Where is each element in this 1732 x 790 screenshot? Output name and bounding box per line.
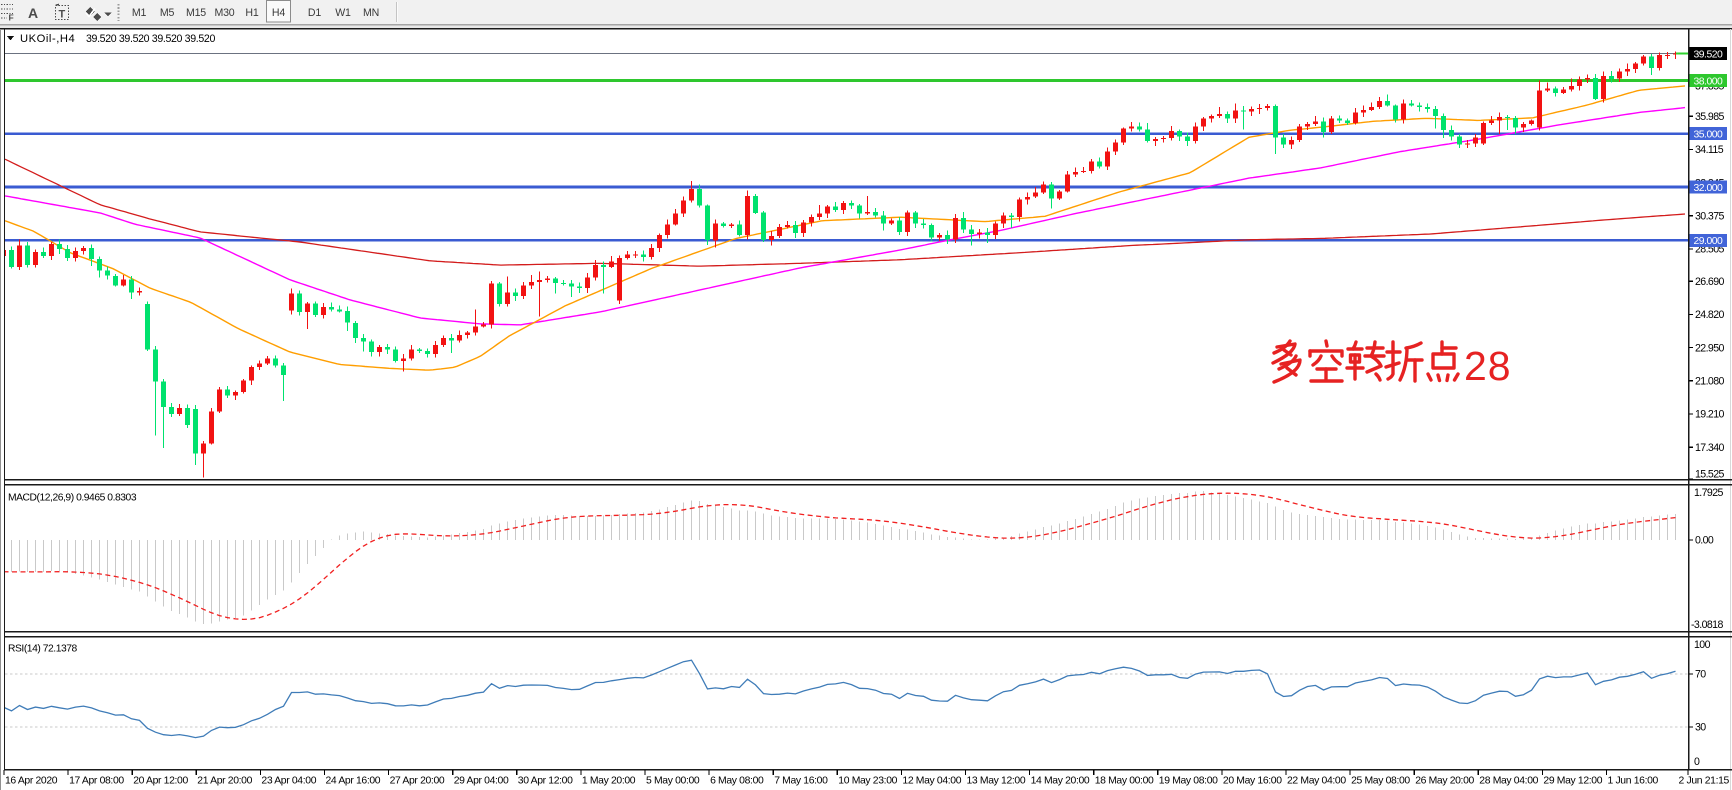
svg-text:100: 100 [1694, 639, 1711, 651]
svg-text:6 May 08:00: 6 May 08:00 [710, 776, 764, 787]
svg-text:M15: M15 [186, 7, 206, 19]
svg-text:15.525: 15.525 [1695, 469, 1725, 481]
svg-text:12 May 04:00: 12 May 04:00 [902, 776, 961, 787]
svg-text:RSI(14) 72.1378: RSI(14) 72.1378 [8, 644, 78, 655]
svg-text:38.000: 38.000 [1694, 76, 1724, 87]
svg-text:29 Apr 04:00: 29 Apr 04:00 [454, 776, 509, 787]
svg-text:30.375: 30.375 [1695, 211, 1725, 223]
svg-text:16 Apr 2020: 16 Apr 2020 [5, 776, 58, 787]
svg-text:27 Apr 20:00: 27 Apr 20:00 [390, 776, 445, 787]
svg-text:-3.0818: -3.0818 [1691, 619, 1723, 631]
svg-text:0.00: 0.00 [1695, 535, 1714, 547]
svg-text:20 May 16:00: 20 May 16:00 [1223, 776, 1282, 787]
svg-text:MN: MN [363, 7, 379, 19]
svg-text:39.520 39.520 39.520 39.520: 39.520 39.520 39.520 39.520 [86, 33, 215, 45]
svg-text:UKOil-,H4: UKOil-,H4 [20, 33, 75, 45]
svg-text:M30: M30 [214, 7, 234, 19]
svg-text:35.985: 35.985 [1695, 111, 1725, 123]
svg-text:D1: D1 [308, 7, 321, 19]
svg-text:7 May 16:00: 7 May 16:00 [774, 776, 828, 787]
svg-text:30: 30 [1695, 722, 1706, 734]
svg-text:A: A [28, 5, 38, 21]
svg-text:39.520: 39.520 [1694, 49, 1724, 60]
svg-text:1 May 20:00: 1 May 20:00 [582, 776, 636, 787]
svg-text:T: T [59, 9, 66, 21]
svg-text:26.690: 26.690 [1695, 276, 1725, 288]
svg-text:22.950: 22.950 [1695, 342, 1725, 354]
svg-text:17 Apr 08:00: 17 Apr 08:00 [69, 776, 124, 787]
svg-text:30 Apr 12:00: 30 Apr 12:00 [518, 776, 573, 787]
svg-text:M5: M5 [160, 7, 175, 19]
svg-text:29.000: 29.000 [1694, 236, 1724, 247]
svg-text:14 May 20:00: 14 May 20:00 [1031, 776, 1090, 787]
svg-text:34.115: 34.115 [1695, 144, 1724, 156]
svg-text:32.000: 32.000 [1694, 183, 1724, 194]
svg-text:24.820: 24.820 [1695, 309, 1725, 321]
svg-text:26 May 20:00: 26 May 20:00 [1415, 776, 1474, 787]
svg-text:0: 0 [1694, 756, 1700, 768]
svg-text:25 May 08:00: 25 May 08:00 [1351, 776, 1410, 787]
svg-text:19 May 08:00: 19 May 08:00 [1159, 776, 1218, 787]
svg-text:5 May 00:00: 5 May 00:00 [646, 776, 700, 787]
svg-text:H1: H1 [245, 7, 258, 19]
svg-text:29 May 12:00: 29 May 12:00 [1543, 776, 1602, 787]
svg-text:70: 70 [1695, 669, 1706, 681]
svg-text:13 May 12:00: 13 May 12:00 [967, 776, 1026, 787]
svg-text:1 Jun 16:00: 1 Jun 16:00 [1608, 776, 1659, 787]
svg-text:10 May 23:00: 10 May 23:00 [838, 776, 897, 787]
svg-text:22 May 04:00: 22 May 04:00 [1287, 776, 1346, 787]
svg-text:23 Apr 04:00: 23 Apr 04:00 [261, 776, 316, 787]
svg-text:H4: H4 [272, 7, 285, 19]
svg-text:28: 28 [1464, 343, 1512, 389]
svg-text:18 May 00:00: 18 May 00:00 [1095, 776, 1154, 787]
svg-text:20 Apr 12:00: 20 Apr 12:00 [133, 776, 188, 787]
svg-text:17.340: 17.340 [1695, 442, 1725, 454]
svg-text:21.080: 21.080 [1695, 376, 1725, 388]
svg-text:28 May 04:00: 28 May 04:00 [1479, 776, 1538, 787]
svg-text:35.000: 35.000 [1694, 130, 1724, 141]
svg-text:MACD(12,26,9) 0.9465 0.8303: MACD(12,26,9) 0.9465 0.8303 [8, 493, 137, 504]
svg-text:M1: M1 [132, 7, 147, 19]
svg-text:19.210: 19.210 [1695, 409, 1725, 421]
svg-text:24 Apr 16:00: 24 Apr 16:00 [326, 776, 381, 787]
svg-text:2 Jun 21:15: 2 Jun 21:15 [1679, 776, 1730, 787]
svg-text:1.7925: 1.7925 [1694, 487, 1724, 499]
svg-text:21 Apr 20:00: 21 Apr 20:00 [197, 776, 252, 787]
svg-text:F: F [9, 13, 14, 23]
svg-text:W1: W1 [335, 7, 351, 19]
